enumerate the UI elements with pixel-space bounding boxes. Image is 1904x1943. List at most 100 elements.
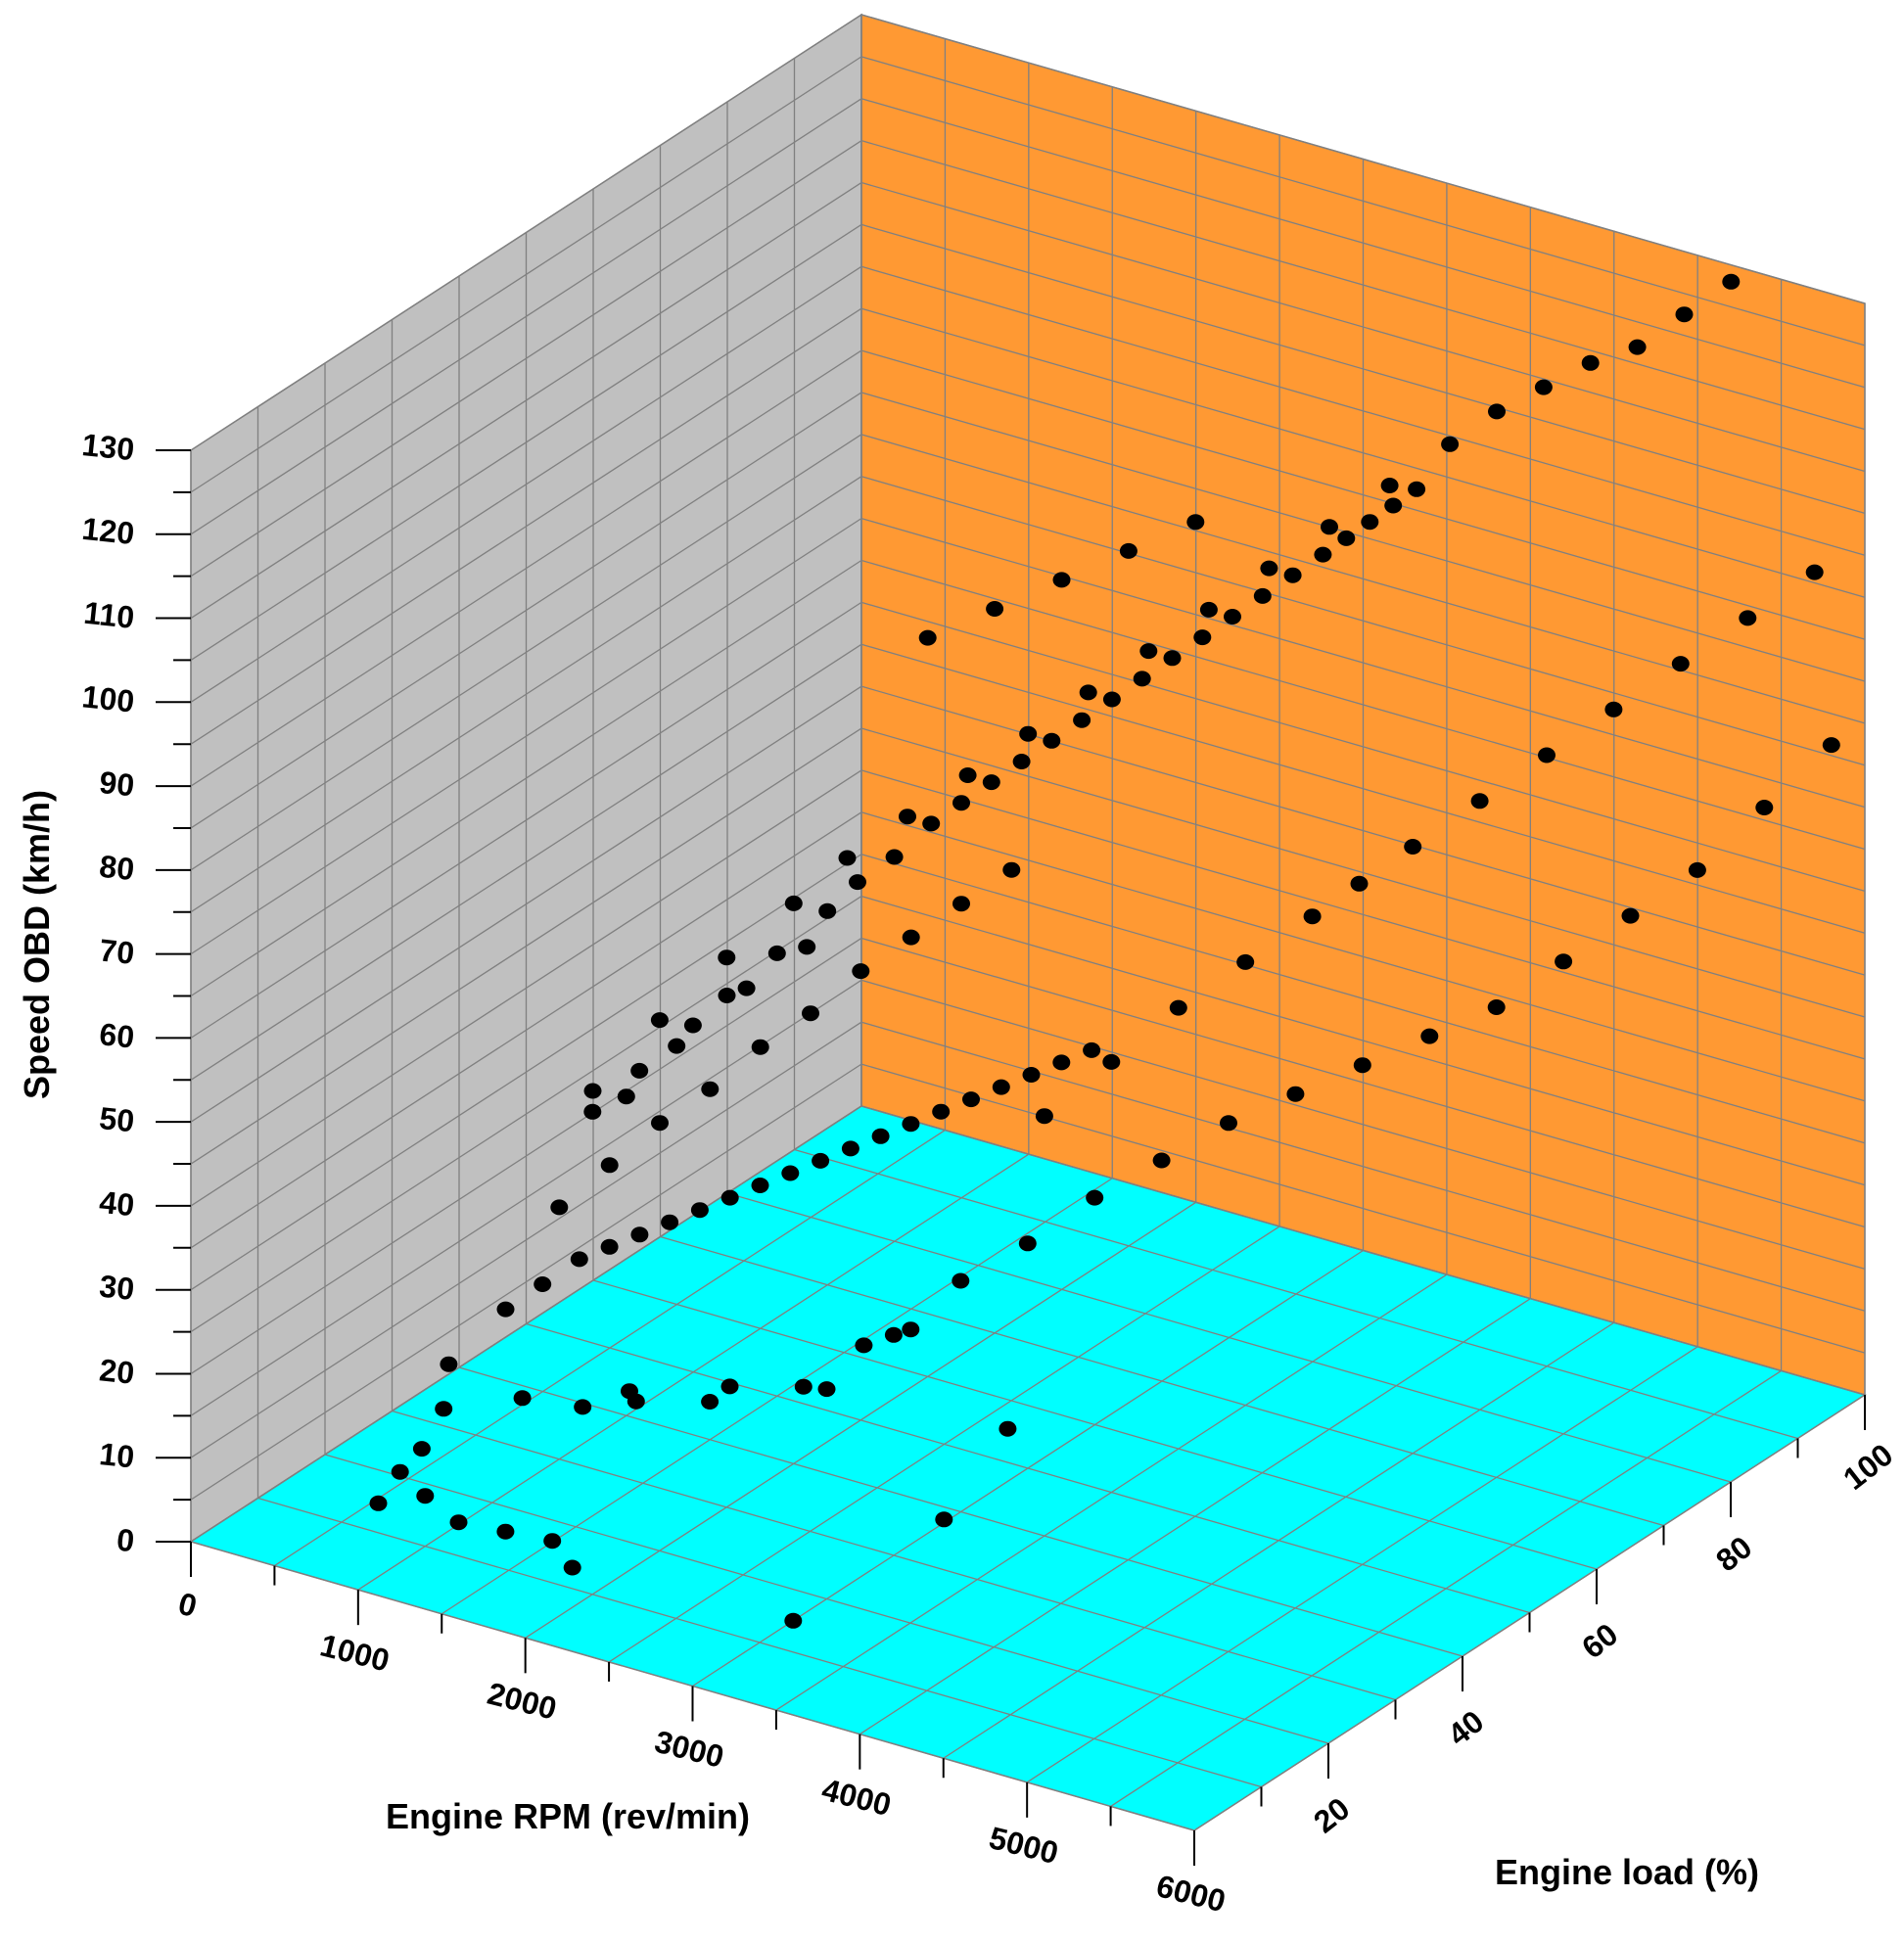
data-point <box>1380 478 1399 493</box>
data-point <box>1420 1028 1439 1044</box>
data-point <box>440 1356 458 1372</box>
data-point <box>1236 953 1255 970</box>
data-point <box>1408 481 1426 497</box>
data-point <box>630 1062 649 1079</box>
data-point <box>1303 908 1322 925</box>
floor-gridline <box>1026 1346 1698 1783</box>
data-point <box>563 1559 581 1576</box>
data-point <box>550 1199 569 1216</box>
data-point <box>884 1326 903 1343</box>
data-point <box>751 1039 769 1055</box>
z-tick-label: 10 <box>98 1436 136 1475</box>
data-point <box>543 1533 562 1550</box>
x-tick-label: 0 <box>175 1586 201 1624</box>
data-point <box>570 1251 588 1268</box>
data-point <box>871 1128 890 1144</box>
data-point <box>391 1463 409 1480</box>
data-point <box>600 1238 619 1255</box>
floor-gridline <box>775 1273 1448 1711</box>
data-point <box>1079 684 1097 701</box>
data-point <box>1404 839 1422 855</box>
z-tick-label: 70 <box>98 932 136 971</box>
data-point <box>1002 861 1021 878</box>
y-tick-label: 80 <box>1709 1529 1758 1578</box>
floor-gridline <box>274 1130 946 1567</box>
z-tick-label: 80 <box>98 849 136 888</box>
data-point <box>784 1612 803 1629</box>
data-point <box>841 1140 859 1157</box>
data-point <box>1018 1235 1037 1252</box>
data-point <box>1805 564 1824 580</box>
floor-gridline <box>1110 1369 1782 1807</box>
data-point <box>1119 542 1138 559</box>
data-point <box>1470 793 1489 810</box>
data-point <box>958 767 977 783</box>
data-point <box>885 849 904 865</box>
data-point <box>918 629 937 646</box>
data-point <box>1052 1054 1071 1071</box>
data-point <box>1022 1067 1041 1083</box>
data-point <box>701 1081 720 1097</box>
data-point <box>1224 609 1241 625</box>
data-point <box>1755 800 1774 815</box>
data-point <box>812 1152 830 1169</box>
z-tick-label: 60 <box>98 1016 136 1055</box>
floor-gridline <box>190 1105 862 1543</box>
data-point <box>922 815 941 832</box>
data-point <box>496 1523 515 1540</box>
data-point <box>574 1399 592 1415</box>
y-tick-label: 60 <box>1575 1616 1624 1665</box>
data-point <box>852 963 870 980</box>
floor-gridline <box>525 1201 1197 1639</box>
data-point <box>952 1272 970 1289</box>
data-point <box>630 1226 649 1243</box>
data-point <box>718 949 736 966</box>
data-point <box>935 1511 953 1528</box>
data-point <box>1722 273 1741 290</box>
data-point <box>1321 519 1338 535</box>
data-point <box>992 1079 1010 1095</box>
data-point <box>534 1276 552 1292</box>
x-tick-label: 1000 <box>317 1627 394 1678</box>
data-point <box>1555 953 1573 970</box>
y-tick-label: 20 <box>1307 1790 1356 1839</box>
floor-gridline <box>859 1298 1531 1735</box>
data-point <box>600 1157 619 1174</box>
data-point <box>1283 567 1302 583</box>
data-point <box>720 1189 739 1206</box>
z-tick-label: 100 <box>80 678 136 718</box>
data-point <box>802 1005 819 1022</box>
data-point <box>1581 354 1600 371</box>
data-point <box>1441 436 1460 452</box>
data-point <box>902 1321 920 1338</box>
data-point <box>1139 643 1158 660</box>
data-point <box>952 896 970 912</box>
data-point <box>1286 1086 1305 1102</box>
data-point <box>962 1091 980 1108</box>
data-point <box>1538 747 1556 763</box>
data-point <box>690 1202 709 1219</box>
data-point <box>1102 691 1121 708</box>
data-point <box>1488 403 1506 420</box>
data-point <box>627 1393 645 1410</box>
data-point <box>1035 1108 1053 1125</box>
data-point <box>1086 1189 1104 1206</box>
z-tick-label: 90 <box>98 764 136 804</box>
data-point <box>650 1012 669 1029</box>
data-point <box>1012 754 1031 769</box>
data-point <box>1384 497 1403 514</box>
y-axis-title: Engine load (%) <box>1495 1852 1759 1892</box>
floor-gridline <box>357 1153 1030 1591</box>
data-point <box>1337 530 1356 546</box>
data-point <box>838 850 857 866</box>
data-point <box>798 939 816 955</box>
chart-points <box>369 273 1840 1629</box>
data-point <box>1260 560 1278 577</box>
data-point <box>1361 514 1379 531</box>
data-point <box>1350 875 1369 892</box>
chart-axes <box>156 449 1866 1866</box>
data-point <box>369 1495 388 1511</box>
data-point <box>952 795 970 811</box>
data-point <box>998 1420 1017 1437</box>
